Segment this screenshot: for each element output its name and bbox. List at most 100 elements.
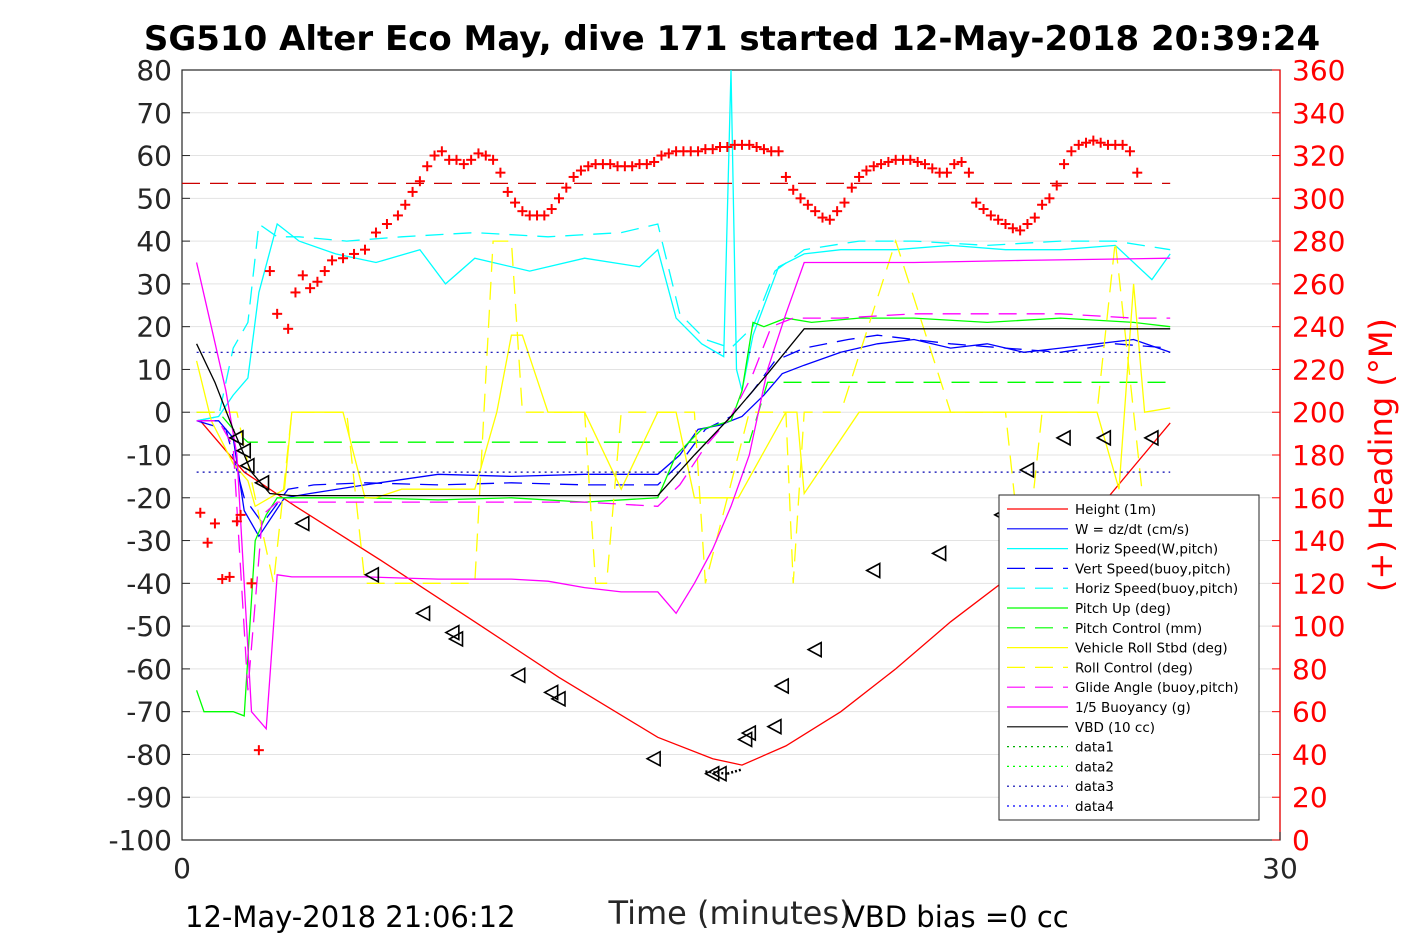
left-tick-label: -10 — [126, 439, 172, 472]
heading-point — [451, 154, 462, 165]
heading-point — [381, 219, 392, 229]
heading-point — [290, 287, 301, 298]
right-tick-label: 160 — [1292, 482, 1345, 515]
heading-point — [414, 176, 425, 187]
right-tick-label: 80 — [1292, 653, 1328, 686]
heading-point — [422, 161, 433, 172]
left-tick-label: 0 — [154, 396, 172, 429]
heading-point — [553, 193, 564, 204]
series-line — [196, 222, 1171, 422]
heading-point — [202, 537, 213, 548]
heading-point — [758, 144, 769, 155]
heading-point — [978, 204, 989, 215]
legend-entry: Horiz Speed(buoy,pitch) — [1007, 581, 1238, 597]
footer-vbd-bias: VBD bias =0 cc — [845, 900, 1069, 934]
right-tick-label: 320 — [1292, 140, 1345, 173]
heading-point — [319, 266, 330, 277]
legend-label: Horiz Speed(buoy,pitch) — [1075, 581, 1238, 597]
heading-point — [817, 212, 828, 223]
heading-point — [495, 167, 506, 178]
heading-point — [297, 270, 308, 281]
right-tick-label: 280 — [1292, 225, 1345, 258]
left-tick-label: 10 — [136, 353, 172, 386]
left-tick-label: -100 — [108, 824, 172, 857]
legend-label: 1/5 Buoyancy (g) — [1075, 700, 1191, 716]
right-tick-label: 140 — [1292, 525, 1345, 558]
left-tick-label: -90 — [126, 781, 172, 814]
dive-marker — [740, 724, 757, 742]
right-tick-label: 60 — [1292, 696, 1328, 729]
dive-marker — [930, 545, 947, 562]
legend-label: VBD (10 cc) — [1075, 720, 1155, 736]
right-tick-label: 0 — [1292, 824, 1310, 857]
heading-point — [846, 182, 857, 193]
legend-label: Roll Control (deg) — [1075, 660, 1193, 676]
chart-title: SG510 Alter Eco May, dive 171 started 12… — [144, 19, 1320, 59]
heading-point — [751, 142, 762, 152]
dive-marker — [239, 457, 255, 475]
heading-point — [861, 165, 872, 176]
series-line — [196, 328, 1171, 497]
legend-entry: Pitch Up (deg) — [1007, 601, 1171, 617]
legend-entry: Pitch Control (mm) — [1007, 621, 1202, 637]
left-tick-label: -60 — [126, 653, 172, 686]
heading-point — [312, 276, 323, 287]
bottom-segment — [726, 768, 743, 775]
dive-marker — [773, 677, 790, 695]
heading-point — [854, 171, 865, 182]
heading-point — [963, 167, 974, 178]
heading-point — [693, 146, 704, 157]
left-tick-label: -70 — [126, 696, 172, 729]
dive-marker — [542, 684, 559, 701]
footer-timestamp: 12-May-2018 21:06:12 — [185, 900, 516, 934]
series-line — [199, 420, 1171, 766]
heading-point — [575, 165, 586, 176]
dive-marker — [228, 429, 244, 447]
heading-point — [1000, 219, 1011, 229]
heading-point — [663, 148, 674, 159]
heading-point — [605, 159, 616, 170]
legend-entry: Roll Control (deg) — [1007, 660, 1193, 676]
heading-point — [1022, 219, 1033, 229]
heading-point — [458, 159, 469, 170]
heading-point — [400, 199, 411, 210]
heading-point — [1051, 180, 1062, 191]
heading-point — [941, 167, 952, 178]
heading-point — [722, 142, 733, 152]
heading-point — [370, 227, 381, 238]
heading-point — [488, 154, 499, 165]
left-tick-label: 80 — [136, 54, 172, 87]
dive-marker — [1143, 429, 1159, 447]
heading-point — [235, 509, 246, 520]
heading-point — [1124, 146, 1135, 157]
heading-point — [956, 156, 967, 167]
dive-marker — [766, 718, 782, 735]
heading-point — [224, 571, 235, 582]
series-line — [195, 257, 1171, 731]
heading-point — [1059, 159, 1070, 170]
heading-point — [466, 154, 477, 165]
legend-entry: data3 — [1007, 779, 1114, 795]
heading-point — [868, 161, 879, 172]
legend-label: Height (1m) — [1075, 502, 1156, 518]
legend-label: data1 — [1075, 740, 1114, 756]
heading-point — [773, 146, 784, 157]
legend-entry: Height (1m) — [1007, 502, 1156, 518]
left-tick-label: 30 — [136, 268, 172, 301]
right-tick-label: 220 — [1292, 353, 1345, 386]
left-tick-label: 60 — [136, 140, 172, 173]
right-tick-label: 20 — [1292, 781, 1328, 814]
left-tick-label: -40 — [126, 567, 172, 600]
right-tick-label: 240 — [1292, 311, 1345, 344]
legend-entry: Glide Angle (buoy,pitch) — [1007, 680, 1239, 696]
heading-point — [473, 148, 484, 159]
legend-label: data4 — [1075, 799, 1114, 815]
dive-marker — [1055, 429, 1071, 447]
heading-point — [338, 253, 349, 264]
right-y-axis-ticks: 3603403203002802602402202001801601401201… — [1272, 54, 1345, 857]
heading-point — [1095, 137, 1106, 148]
heading-point — [436, 146, 447, 157]
legend-entry: W = dz/dt (cm/s) — [1007, 522, 1189, 538]
x-axis-ticks: 0 30 — [173, 832, 1298, 885]
